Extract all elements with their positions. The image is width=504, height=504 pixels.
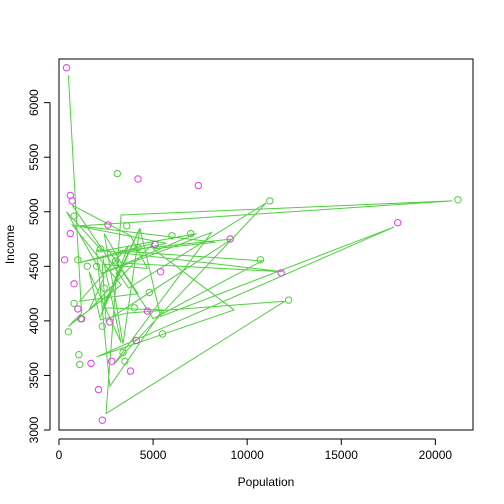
data-point [74, 305, 82, 313]
data-point [156, 268, 165, 276]
connecting-line-layer [66, 75, 453, 415]
data-point [266, 197, 274, 205]
x-tick-label: 15000 [325, 448, 359, 462]
data-point [394, 219, 402, 227]
y-tick-label: 5000 [27, 198, 41, 225]
data-point [94, 385, 103, 394]
data-point [121, 357, 129, 365]
data-point [66, 229, 75, 238]
data-point [151, 240, 159, 249]
data-point [74, 256, 82, 264]
data-point [92, 262, 101, 270]
data-point [134, 175, 142, 183]
data-point [98, 416, 107, 424]
data-point [70, 299, 78, 308]
data-point [83, 262, 91, 270]
data-point [132, 336, 140, 345]
data-point [77, 315, 86, 323]
data-point [454, 196, 462, 204]
data-point [106, 318, 114, 326]
data-point [187, 229, 195, 238]
points-layer [60, 64, 462, 424]
data-point [119, 348, 127, 357]
y-axis: 3000 3500 4000 4500 5000 5500 6000 [27, 89, 51, 443]
x-axis-title: Population [238, 475, 295, 489]
y-axis-title: Income [3, 225, 17, 265]
data-point [284, 296, 293, 304]
x-axis: 0 5000 10000 15000 20000 [56, 438, 453, 462]
data-point [256, 256, 265, 264]
data-point [194, 181, 203, 190]
x-tick-label: 0 [56, 448, 63, 462]
data-point [123, 222, 131, 230]
data-point [158, 330, 167, 338]
data-point [104, 221, 112, 229]
data-point [96, 245, 105, 253]
plot-frame [58, 58, 474, 431]
data-point [87, 359, 95, 368]
data-point [226, 235, 234, 243]
data-point [60, 256, 69, 264]
y-tick-label: 3000 [27, 416, 41, 443]
data-point [126, 367, 135, 375]
data-point [168, 232, 176, 240]
data-point [145, 288, 154, 297]
data-point [130, 304, 139, 312]
y-tick-label: 5500 [27, 144, 41, 171]
y-tick-label: 4000 [27, 307, 41, 334]
data-point [111, 257, 120, 265]
data-point [70, 280, 78, 288]
y-tick-label: 3500 [27, 362, 41, 389]
data-point [113, 169, 122, 178]
x-tick-label: 10000 [230, 448, 264, 462]
y-tick-label: 6000 [27, 89, 41, 116]
data-point [76, 360, 84, 369]
y-tick-label: 4500 [27, 253, 41, 280]
x-tick-label: 20000 [419, 448, 453, 462]
data-point [62, 64, 71, 72]
data-point [68, 197, 76, 205]
data-point [75, 351, 83, 359]
x-tick-label: 5000 [140, 448, 167, 462]
data-point [108, 357, 116, 365]
connecting-line [66, 75, 453, 415]
data-point [98, 322, 107, 330]
data-point [70, 212, 78, 220]
data-point [143, 307, 152, 315]
data-point [277, 269, 285, 277]
data-point [64, 328, 73, 336]
data-point [134, 244, 142, 252]
data-point [100, 284, 108, 292]
